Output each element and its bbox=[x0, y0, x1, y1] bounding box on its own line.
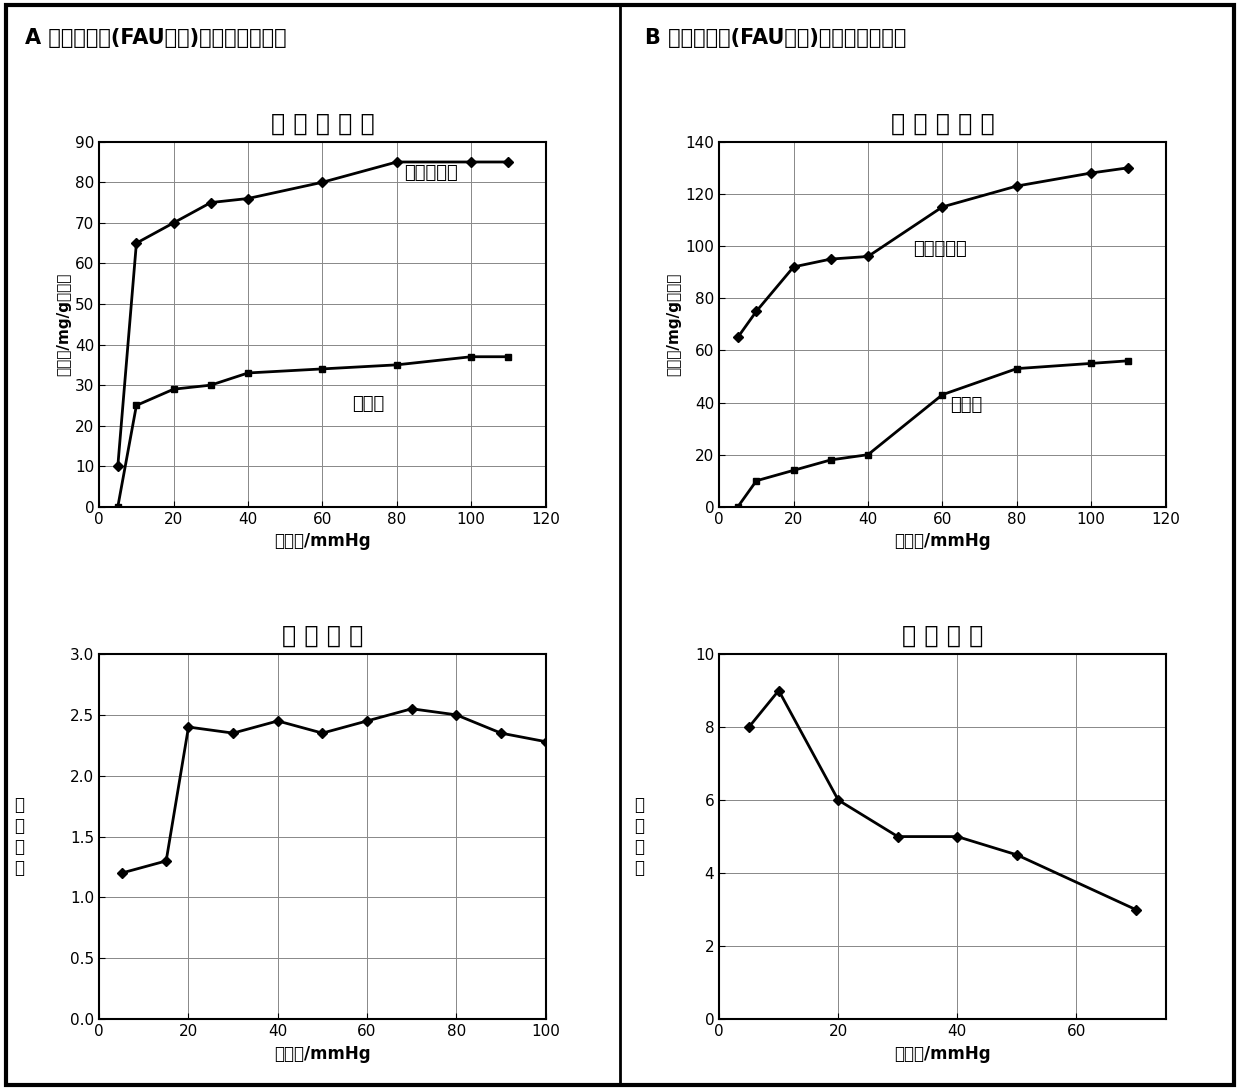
Text: 甲基环戊烷: 甲基环戊烷 bbox=[913, 240, 966, 258]
Text: A 型八面汸石(FAU结构)极性分离吸附剂: A 型八面汸石(FAU结构)极性分离吸附剂 bbox=[25, 28, 286, 48]
X-axis label: 蘵汽压/mmHg: 蘵汽压/mmHg bbox=[274, 532, 371, 550]
Text: 环己烷: 环己烷 bbox=[950, 397, 982, 414]
X-axis label: 蘵汽压/mmHg: 蘵汽压/mmHg bbox=[274, 1044, 371, 1063]
Title: 分 离 系 数: 分 离 系 数 bbox=[901, 623, 983, 647]
Y-axis label: 吸附量/mg/g吸附剂: 吸附量/mg/g吸附剂 bbox=[666, 272, 681, 376]
X-axis label: 蘵汽压/mmHg: 蘵汽压/mmHg bbox=[894, 1044, 991, 1063]
Text: 甲基环戊烷: 甲基环戊烷 bbox=[404, 165, 458, 182]
Y-axis label: 吸附量/mg/g吸附剂: 吸附量/mg/g吸附剂 bbox=[56, 272, 71, 376]
Text: 数
系
离
分: 数 系 离 分 bbox=[14, 797, 24, 876]
Text: 正己烷: 正己烷 bbox=[352, 396, 384, 413]
Title: 吸 附 等 温 线: 吸 附 等 温 线 bbox=[270, 111, 374, 135]
Text: B 型八面汸石(FAU结构)极性分离吸附剂: B 型八面汸石(FAU结构)极性分离吸附剂 bbox=[645, 28, 906, 48]
Title: 吸 附 等 温 线: 吸 附 等 温 线 bbox=[890, 111, 994, 135]
Text: 数
系
离
分: 数 系 离 分 bbox=[634, 797, 644, 876]
X-axis label: 蘵汽压/mmHg: 蘵汽压/mmHg bbox=[894, 532, 991, 550]
Title: 分 离 系 数: 分 离 系 数 bbox=[281, 623, 363, 647]
